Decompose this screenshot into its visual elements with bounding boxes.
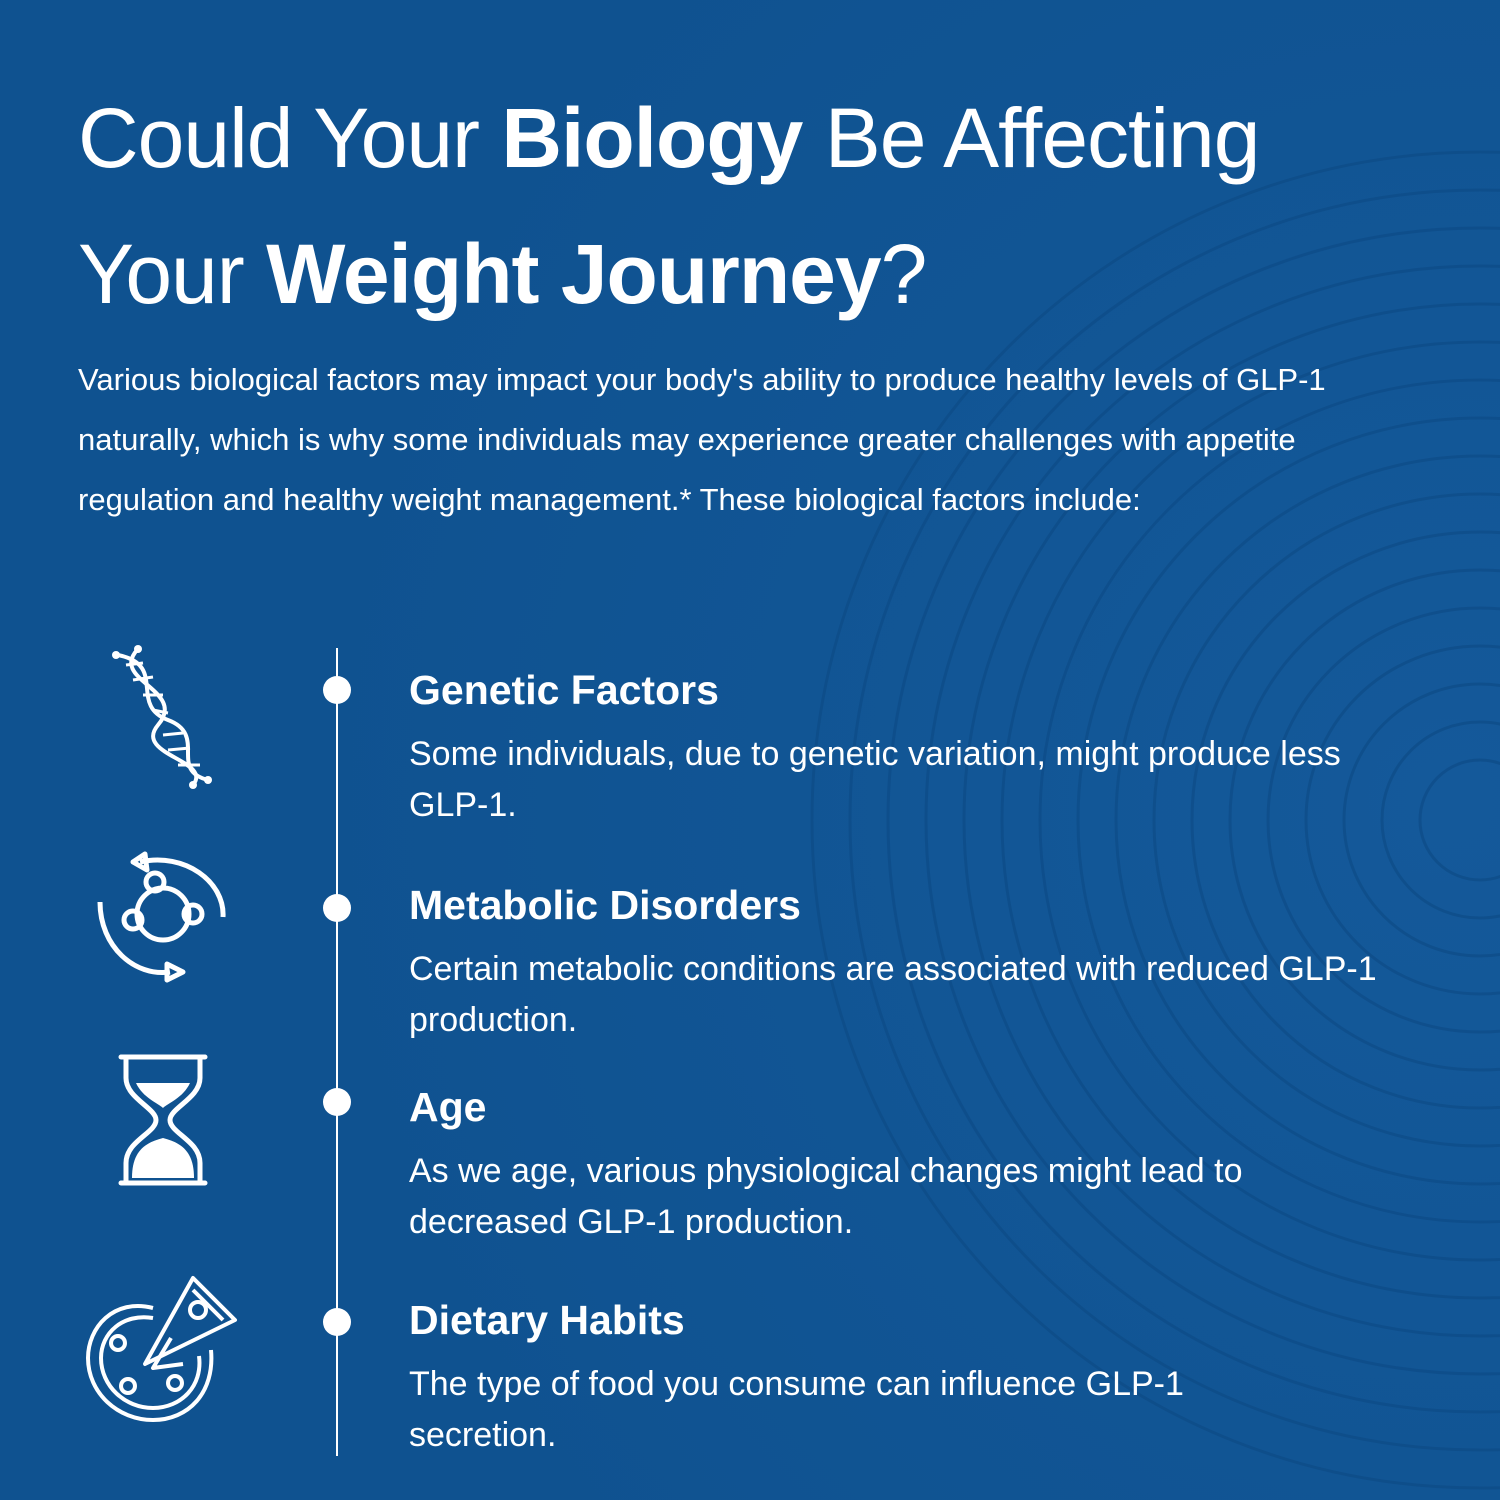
- background-ring: [848, 188, 1500, 1452]
- factor-description: The type of food you consume can influen…: [409, 1365, 1184, 1454]
- hourglass-icon: [118, 1054, 208, 1186]
- background-ring: [886, 226, 1500, 1414]
- metabolism-cycle-icon: [97, 851, 226, 983]
- factor-description: As we age, various physiological changes…: [409, 1152, 1243, 1241]
- background-ring: [1114, 454, 1500, 1186]
- factor-heading: Genetic Factors: [409, 667, 719, 713]
- background-ring: [1418, 758, 1500, 882]
- background-ring: [810, 150, 1500, 1490]
- factor-heading: Metabolic Disorders: [409, 882, 801, 928]
- background-ring: [1228, 568, 1500, 1072]
- background-ring: [1076, 416, 1500, 1224]
- title-bold: Biology: [501, 91, 803, 185]
- background-ring: [1038, 378, 1500, 1262]
- title-text: ?: [880, 227, 928, 321]
- background-ring: [1152, 492, 1500, 1148]
- title-text: Could Your: [78, 91, 502, 185]
- background-ring: [1304, 644, 1500, 996]
- pizza-icon: [86, 1276, 237, 1422]
- dna-icon: [112, 645, 212, 789]
- background-ring: [1000, 340, 1500, 1300]
- factor-description: Some individuals, due to genetic variati…: [409, 735, 1341, 824]
- page-title: Could Your Biology Be Affecting Your Wei…: [78, 70, 1261, 342]
- timeline-dot: [323, 676, 351, 704]
- factor-dietary: Dietary Habits The type of food you cons…: [409, 1295, 1419, 1461]
- background-ring: [1190, 530, 1500, 1110]
- title-text: Be Affecting: [802, 91, 1261, 185]
- background-ring: [962, 302, 1500, 1338]
- background-ring: [1380, 720, 1500, 920]
- factor-heading: Age: [409, 1084, 487, 1130]
- background-ring: [1266, 606, 1500, 1034]
- factor-age: Age As we age, various physiological cha…: [409, 1082, 1419, 1248]
- intro-paragraph: Various biological factors may impact yo…: [78, 362, 1326, 517]
- factor-genetic: Genetic Factors Some individuals, due to…: [409, 665, 1419, 831]
- timeline-dot: [323, 1308, 351, 1336]
- factor-metabolic: Metabolic Disorders Certain metabolic co…: [409, 880, 1419, 1046]
- title-bold: Weight Journey: [266, 227, 882, 321]
- background-ring: [1342, 682, 1500, 958]
- timeline-line: [336, 648, 338, 1456]
- title-text: Your: [78, 227, 267, 321]
- factor-description: Certain metabolic conditions are associa…: [409, 950, 1377, 1039]
- background-ring: [924, 264, 1500, 1376]
- timeline-dot: [323, 1088, 351, 1116]
- factor-heading: Dietary Habits: [409, 1297, 685, 1343]
- timeline-dot: [323, 894, 351, 922]
